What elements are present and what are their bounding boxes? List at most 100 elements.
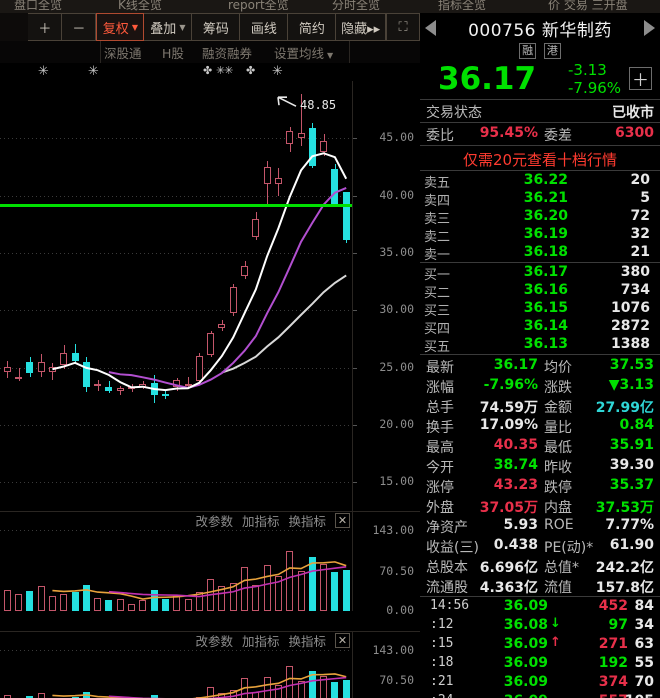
- event-marker[interactable]: ✤: [203, 64, 212, 77]
- edit-params-button-2[interactable]: 改参数: [195, 634, 233, 649]
- ask-row[interactable]: 卖三 36.20 72: [420, 208, 660, 227]
- tick-row[interactable]: :21 36.09 374 70: [420, 674, 660, 693]
- stat-value-left: 40.35: [493, 437, 538, 453]
- stat-label-right: 金额: [544, 400, 572, 416]
- ask-row[interactable]: 卖二 36.19 32: [420, 226, 660, 245]
- bid-row[interactable]: 买二 36.16 734: [420, 282, 660, 301]
- add-to-watchlist-button[interactable]: ＋: [629, 67, 652, 91]
- tick-row[interactable]: :12 36.08 ↓ 97 34: [420, 616, 660, 636]
- bid-row[interactable]: 买五 36.13 1388: [420, 336, 660, 355]
- change-indicator-button-2[interactable]: 换指标: [288, 634, 326, 649]
- volume-axis-label: 143.00: [372, 643, 414, 657]
- stat-value-right: 35.91: [609, 437, 654, 453]
- close-icon-1[interactable]: ✕: [335, 513, 350, 528]
- volume-chart-2[interactable]: [0, 631, 352, 698]
- volume-bar: [331, 571, 339, 611]
- fuquan-button[interactable]: 复权 ▼: [96, 13, 145, 41]
- shenguotong-link[interactable]: 深股通: [104, 46, 142, 61]
- axis-tick: [353, 425, 357, 426]
- ask-row[interactable]: 卖四 36.21 5: [420, 190, 660, 209]
- candlestick: [286, 81, 297, 511]
- candlestick: [15, 81, 26, 511]
- bid-row-label: 买一: [424, 268, 451, 283]
- volume-bar: [308, 557, 316, 611]
- stat-row: 换手 17.09% 量比 0.84: [420, 416, 660, 437]
- event-marker[interactable]: ✳: [38, 64, 49, 79]
- event-marker[interactable]: ✳✳: [216, 64, 233, 77]
- event-marker[interactable]: ✳: [272, 64, 283, 79]
- next-stock-icon[interactable]: [644, 20, 655, 36]
- stock-title: 000756 新华制药: [420, 16, 660, 41]
- stat-row: 涨幅 -7.96% 涨跌 ▼3.13: [420, 376, 660, 397]
- tick-volume: 557: [570, 693, 628, 698]
- hide-button[interactable]: 隐藏▸▸: [336, 13, 386, 41]
- tick-count: 63: [634, 636, 654, 652]
- simple-view-button[interactable]: 简约: [288, 13, 337, 41]
- tick-row[interactable]: :18 36.09 192 55: [420, 655, 660, 674]
- volume-bar: [274, 685, 282, 698]
- candlestick: [116, 81, 128, 511]
- margin-trading-link[interactable]: 融资融券: [202, 46, 253, 61]
- level2-promo-banner[interactable]: 仅需20元查看十档行情: [462, 151, 618, 169]
- stat-label-right: 总值*: [544, 560, 579, 576]
- ask-row[interactable]: 卖五 36.22 20: [420, 172, 660, 191]
- hshare-link[interactable]: H股: [162, 46, 184, 61]
- zoom-out-button[interactable]: －: [62, 13, 97, 41]
- volume-ma-5: [52, 561, 347, 600]
- zoom-in-button[interactable]: ＋: [28, 13, 63, 41]
- volume-bar: [48, 596, 56, 611]
- tick-price: 36.09: [486, 693, 548, 698]
- stat-label-right: 均价: [544, 360, 572, 376]
- price-axis: 45.00 40.00 35.00 30.00 25.00 20.00 15.00: [352, 81, 420, 511]
- tick-price: 36.09: [503, 674, 548, 690]
- chips-button[interactable]: 筹码: [192, 13, 241, 41]
- tick-row[interactable]: :15 36.09 ↑ 271 63: [420, 635, 660, 655]
- close-icon-2[interactable]: ✕: [335, 633, 350, 648]
- top-tab-0[interactable]: 盘口全览: [14, 0, 63, 12]
- edit-params-button-1[interactable]: 改参数: [195, 514, 233, 529]
- weibi-value: 95.45%: [479, 125, 538, 141]
- top-tab-strip[interactable]: 盘口全览 K线全览 report全览 分时全览 指标全览 价 交易 三开盘: [0, 0, 660, 13]
- prev-stock-icon[interactable]: [425, 20, 436, 36]
- top-tab-4[interactable]: 指标全览: [438, 0, 487, 12]
- candlestick: [207, 81, 218, 511]
- bid-row[interactable]: 买一 36.17 380: [420, 264, 660, 283]
- candlestick: [263, 81, 275, 511]
- volume-bar: [263, 676, 271, 698]
- tick-row[interactable]: 14:56 36.09 452 84: [420, 598, 660, 617]
- change-indicator-button-1[interactable]: 换指标: [288, 514, 326, 529]
- add-indicator-button-2[interactable]: 加指标: [241, 634, 280, 649]
- bid-row[interactable]: 买四 36.14 2872: [420, 318, 660, 337]
- event-marker[interactable]: ✳: [88, 64, 99, 79]
- ask-row-price: 36.21: [523, 190, 568, 206]
- candlestick: [241, 81, 252, 511]
- candlestick-chart[interactable]: 48.85: [0, 81, 352, 511]
- ask-row-qty: 20: [630, 172, 650, 188]
- gridline: [0, 138, 352, 140]
- set-ma-link[interactable]: 设置均线 ▼: [274, 43, 333, 62]
- volume-chart-1[interactable]: [0, 511, 352, 611]
- drawline-button[interactable]: 画线: [240, 13, 289, 41]
- event-marker[interactable]: ✤: [246, 64, 255, 77]
- volume-bar: [229, 583, 237, 611]
- top-tab-right[interactable]: 价 交易 三开盘: [548, 0, 628, 12]
- bid-row-qty: 734: [620, 282, 650, 298]
- stock-badges: 融 港: [420, 43, 660, 59]
- tick-price: 36.08: [503, 617, 548, 633]
- candlestick: [297, 81, 309, 511]
- ask-row[interactable]: 卖一 36.18 21: [420, 244, 660, 263]
- top-tab-3[interactable]: 分时全览: [332, 0, 381, 12]
- top-tab-1[interactable]: K线全览: [118, 0, 162, 12]
- stat-value-right: 39.30: [609, 457, 654, 473]
- ask-row-price: 36.22: [523, 172, 568, 188]
- bid-row[interactable]: 买三 36.15 1076: [420, 300, 660, 319]
- stat-row: 最新 36.17 均价 37.53: [420, 356, 660, 377]
- volume-bar: [297, 570, 305, 611]
- top-tab-2[interactable]: report全览: [228, 0, 289, 12]
- stat-value-right: 7.77%: [605, 517, 654, 533]
- volume-bar: [286, 665, 294, 698]
- overlay-button[interactable]: 叠加 ▼: [144, 13, 193, 41]
- add-indicator-button-1[interactable]: 加指标: [241, 514, 280, 529]
- tick-row[interactable]: :24 36.09 557105: [420, 693, 660, 698]
- fullscreen-icon[interactable]: ⛶: [386, 13, 420, 41]
